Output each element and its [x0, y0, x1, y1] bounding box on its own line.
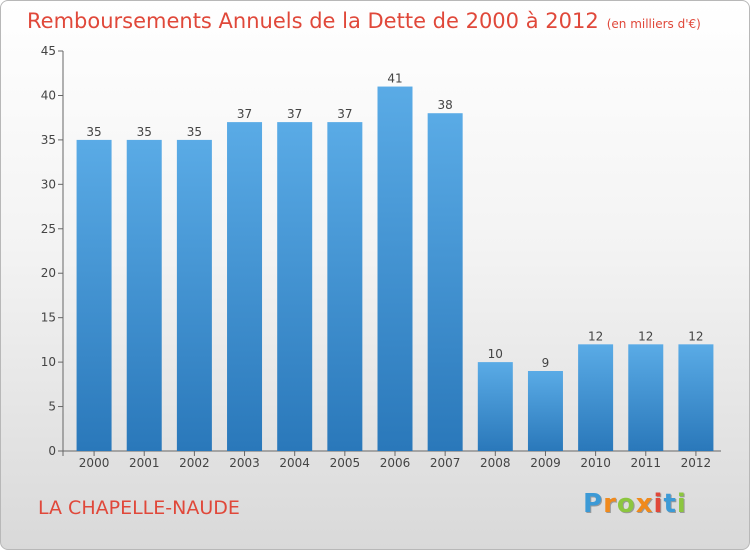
bar-2001 — [126, 139, 162, 451]
y-tick-label: 10 — [41, 355, 56, 369]
x-tick-label-2006: 2006 — [380, 456, 411, 470]
y-tick-label: 0 — [48, 444, 56, 458]
data-label-2001: 35 — [137, 125, 152, 139]
commune-name: LA CHAPELLE-NAUDE — [38, 497, 240, 519]
logo-letter: o — [616, 489, 636, 519]
data-label-2000: 35 — [86, 125, 101, 139]
x-tick-label-2011: 2011 — [630, 456, 661, 470]
data-label-2009: 9 — [542, 356, 550, 370]
data-label-2004: 37 — [287, 107, 302, 121]
x-tick-label-2009: 2009 — [530, 456, 561, 470]
bar-2010 — [578, 344, 614, 451]
x-tick-label-2000: 2000 — [79, 456, 110, 470]
data-label-2010: 12 — [588, 329, 603, 343]
bar-2008 — [477, 362, 513, 451]
logo-letter: i — [653, 489, 664, 519]
bar-2000 — [76, 139, 112, 451]
chart-title: Remboursements Annuels de la Dette de 20… — [27, 9, 701, 33]
bar-2004 — [277, 122, 313, 451]
x-tick-label-2010: 2010 — [580, 456, 611, 470]
bar-2009 — [527, 371, 563, 451]
y-tick-label: 45 — [41, 44, 56, 58]
data-label-2012: 12 — [688, 329, 703, 343]
y-tick-label: 30 — [41, 177, 56, 191]
x-tick-label-2007: 2007 — [430, 456, 461, 470]
data-label-2011: 12 — [638, 329, 653, 343]
x-tick-label-2004: 2004 — [279, 456, 310, 470]
data-label-2006: 41 — [387, 72, 402, 86]
logo-letter: x — [635, 489, 654, 519]
y-tick-label: 15 — [41, 311, 56, 325]
x-tick-label-2005: 2005 — [330, 456, 361, 470]
chart-title-text: Remboursements Annuels de la Dette de 20… — [27, 9, 599, 33]
chart-data-labels: 35 35 35 37 37 37 41 38 10 9 12 12 12 — [86, 72, 703, 370]
chart-axes: 0 5 10 15 20 25 30 35 40 45 2000 2001 2002 2003 2004 20… — [41, 44, 721, 470]
y-tick-label: 35 — [41, 133, 56, 147]
bar-2011 — [628, 344, 664, 451]
bar-2012 — [678, 344, 714, 451]
x-tick-label-2012: 2012 — [681, 456, 712, 470]
x-tick-label-2003: 2003 — [229, 456, 260, 470]
y-tick-label: 40 — [41, 88, 56, 102]
chart-bars — [76, 86, 714, 452]
y-tick-label: 25 — [41, 222, 56, 236]
logo-letter: r — [603, 489, 617, 519]
x-tick-label-2008: 2008 — [480, 456, 511, 470]
bar-2007 — [427, 113, 463, 451]
data-label-2005: 37 — [337, 107, 352, 121]
bar-2003 — [227, 122, 263, 451]
y-tick-label: 20 — [41, 266, 56, 280]
chart-subtitle: (en milliers d'€) — [606, 17, 701, 31]
bar-2005 — [327, 122, 363, 451]
logo-letter: i — [676, 489, 687, 519]
proxiti-logo: Proxiti — [583, 489, 687, 519]
y-tick-label: 5 — [48, 400, 56, 414]
data-label-2002: 35 — [187, 125, 202, 139]
bar-2006 — [377, 86, 413, 452]
x-tick-label-2002: 2002 — [179, 456, 210, 470]
data-label-2008: 10 — [488, 347, 503, 361]
logo-letter: P — [583, 489, 604, 519]
data-label-2007: 38 — [438, 98, 453, 112]
bar-2002 — [176, 139, 212, 451]
data-label-2003: 37 — [237, 107, 252, 121]
logo-letter: t — [663, 489, 677, 519]
x-tick-label-2001: 2001 — [129, 456, 160, 470]
